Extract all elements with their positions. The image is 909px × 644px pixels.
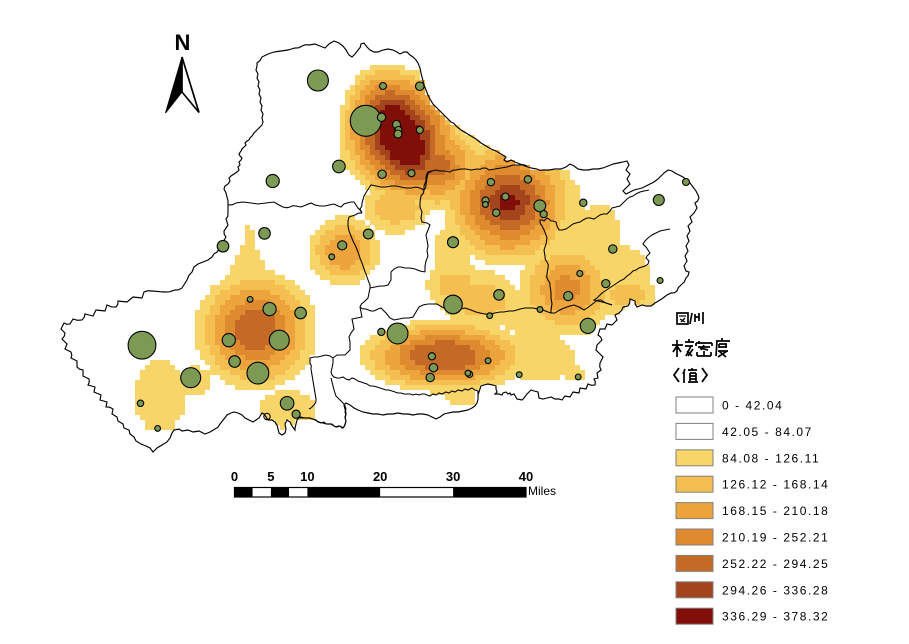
svg-text:5: 5: [267, 469, 274, 484]
svg-text:10: 10: [300, 469, 314, 484]
svg-text:0 - 42.04: 0 - 42.04: [722, 399, 783, 413]
svg-text:Miles: Miles: [528, 484, 556, 498]
svg-text:40: 40: [519, 469, 533, 484]
svg-text:252.22 - 294.25: 252.22 - 294.25: [722, 557, 829, 571]
svg-text:N: N: [175, 30, 191, 55]
svg-text:30: 30: [446, 469, 460, 484]
svg-text:126.12 - 168.14: 126.12 - 168.14: [722, 478, 829, 492]
svg-text:20: 20: [373, 469, 387, 484]
svg-text:210.19 - 252.21: 210.19 - 252.21: [722, 531, 829, 545]
svg-text:42.05 - 84.07: 42.05 - 84.07: [722, 425, 813, 439]
svg-text:0: 0: [231, 469, 238, 484]
svg-text:168.15 - 210.18: 168.15 - 210.18: [722, 504, 829, 518]
svg-text:336.29 - 378.32: 336.29 - 378.32: [722, 610, 829, 624]
svg-text:294.26 - 336.28: 294.26 - 336.28: [722, 583, 829, 597]
svg-text:84.08 - 126.11: 84.08 - 126.11: [722, 451, 820, 465]
